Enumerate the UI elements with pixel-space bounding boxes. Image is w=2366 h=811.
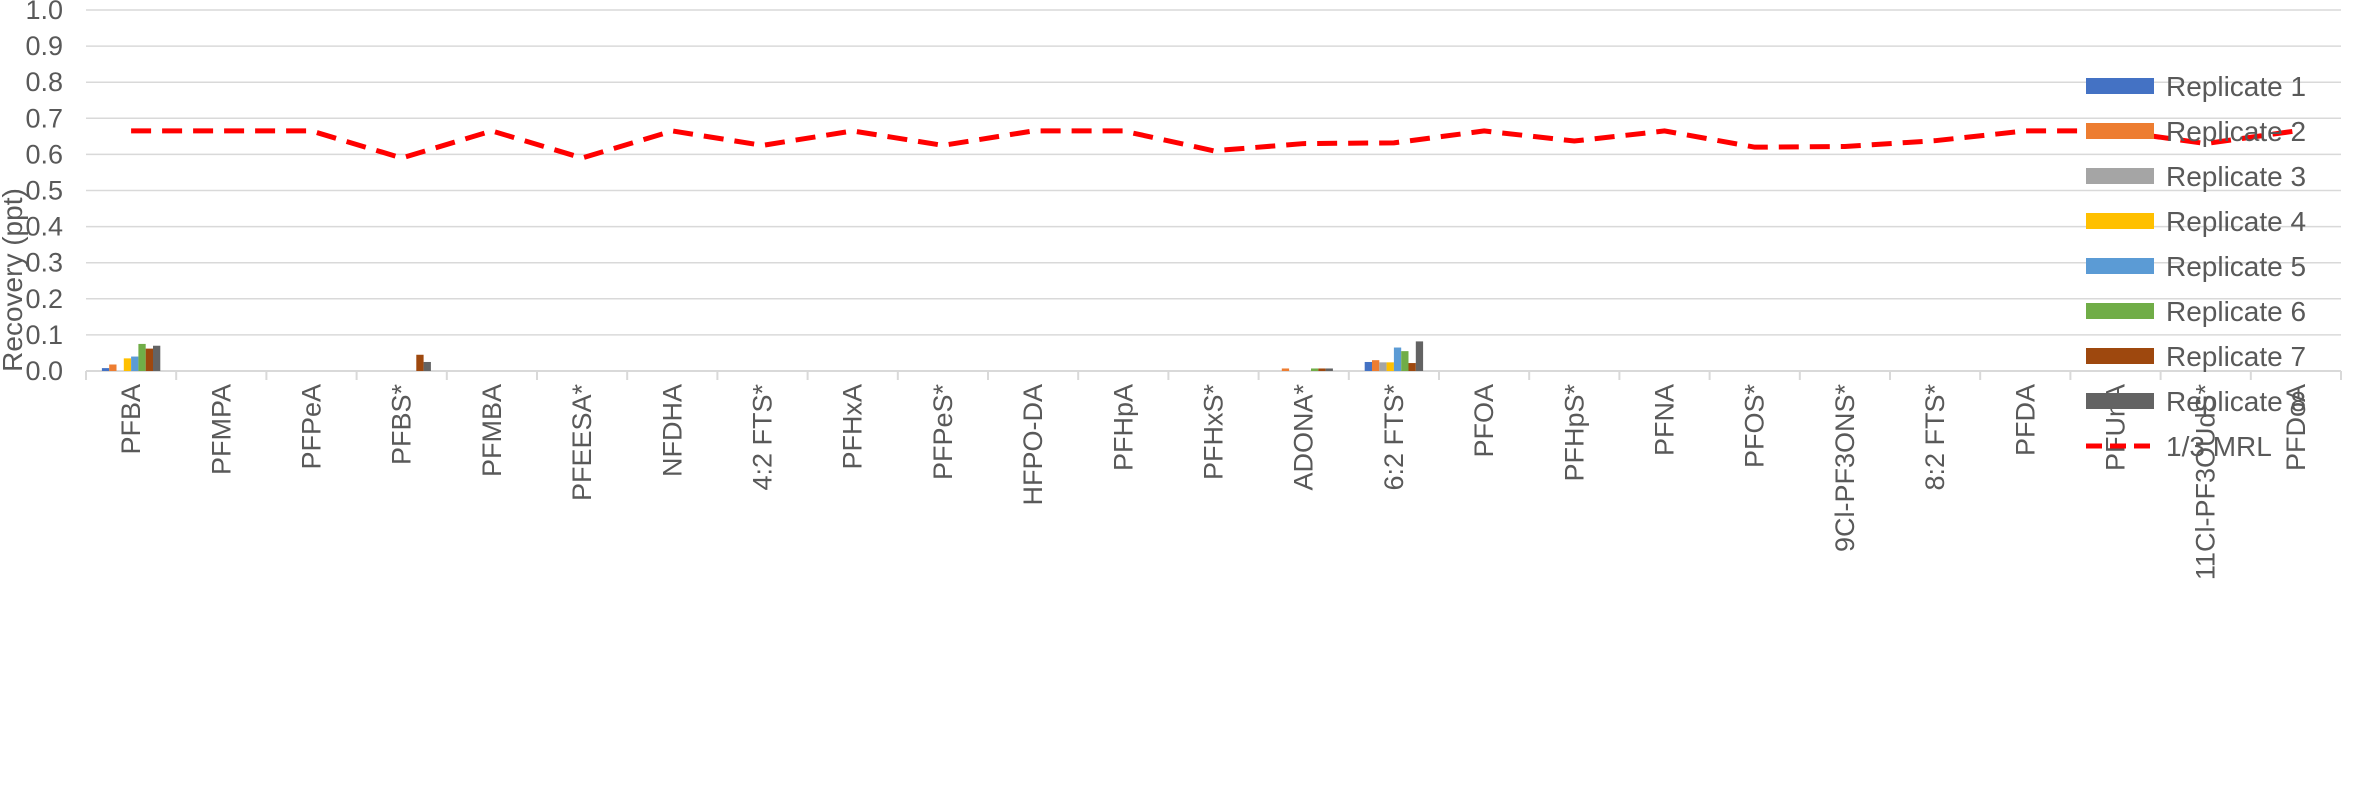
mrl-dashed-line: [131, 128, 2297, 161]
bar-series: [101, 341, 1424, 371]
legend-swatch: [2086, 303, 2154, 319]
x-category-label: PFHpA: [1108, 384, 1138, 471]
bar-replicate-2: [109, 364, 117, 371]
legend-label: Replicate 2: [2166, 116, 2306, 147]
legend-label: Replicate 6: [2166, 296, 2306, 327]
y-tick-label: 0.3: [25, 248, 63, 278]
y-tick-label: 0.2: [25, 284, 63, 314]
x-category-label: PFDA: [2010, 384, 2040, 456]
bar-replicate-4: [123, 358, 132, 371]
bar-replicate-6: [1401, 351, 1409, 371]
legend-label: Replicate 7: [2166, 341, 2306, 372]
y-tick-label: 0.6: [25, 139, 63, 169]
x-category-label: PFBA: [116, 384, 146, 455]
y-tick-label: 1.0: [25, 0, 63, 25]
x-category-label: PFMPA: [206, 384, 236, 475]
legend-swatch: [2086, 348, 2154, 364]
bar-replicate-3: [1379, 362, 1387, 371]
x-category-label: NFDHA: [657, 384, 687, 477]
x-category-label: 6:2 FTS*: [1379, 384, 1409, 491]
bar-replicate-2: [1281, 368, 1290, 371]
x-category-label: PFMBA: [477, 384, 507, 477]
legend-swatch: [2086, 393, 2154, 409]
y-tick-label: 0.1: [25, 320, 63, 350]
x-category-label: PFPeS*: [928, 384, 958, 481]
bar-replicate-4: [1386, 362, 1394, 371]
legend-label-mrl: 1/3 MRL: [2166, 431, 2272, 462]
bar-replicate-8: [153, 345, 161, 371]
x-category-label: PFHpS*: [1559, 384, 1589, 482]
bar-replicate-6: [1311, 368, 1319, 371]
legend-label: Replicate 8: [2166, 386, 2306, 417]
gridlines: [86, 9, 2341, 336]
legend-label: Replicate 3: [2166, 161, 2306, 192]
bar-replicate-1: [101, 368, 110, 371]
x-axis: [85, 370, 2342, 380]
legend-swatch: [2086, 258, 2154, 274]
x-category-label: 9Cl-PF3ONS*: [1830, 384, 1860, 553]
bar-replicate-5: [1393, 347, 1402, 371]
bar-replicate-7: [1318, 368, 1326, 371]
y-tick-label: 0.4: [25, 212, 63, 242]
x-category-label: PFEESA*: [567, 384, 597, 502]
x-category-label: 8:2 FTS*: [1920, 384, 1950, 491]
bar-replicate-8: [423, 361, 431, 371]
y-axis-tick-labels: 0.0 0.1 0.2 0.3 0.4 0.5 0.6 0.7 0.8 0.9 1.0: [25, 0, 63, 386]
y-tick-label: 0.9: [25, 31, 63, 61]
x-category-label: 4:2 FTS*: [748, 384, 778, 491]
x-category-label: PFDoA: [2281, 384, 2311, 471]
bar-replicate-2: [1372, 360, 1380, 371]
legend-swatch: [2086, 168, 2154, 184]
y-axis-title: Recovery (ppt): [0, 188, 28, 372]
legend-swatch: [2086, 213, 2154, 229]
x-category-label: PFPeA: [297, 384, 327, 470]
bar-replicate-7: [145, 348, 153, 371]
legend-swatch: [2086, 123, 2154, 139]
x-category-label: PFOS*: [1740, 384, 1770, 469]
mrl-line-series: [131, 128, 2297, 161]
bar-replicate-8: [1325, 368, 1333, 371]
x-category-label: PFBS*: [387, 384, 417, 466]
bar-replicate-1: [1364, 361, 1372, 371]
bar-replicate-5: [131, 356, 139, 371]
legend-label: Replicate 4: [2166, 206, 2306, 237]
x-category-label: HFPO-DA: [1018, 384, 1048, 506]
y-tick-label: 0.5: [25, 176, 63, 206]
bar-replicate-6: [138, 343, 146, 371]
legend: Replicate 1 Replicate 2 Replicate 3 Replica…: [2086, 71, 2306, 462]
y-tick-label: 0.0: [25, 356, 63, 386]
legend-label: Replicate 5: [2166, 251, 2306, 282]
x-category-label: PFNA: [1650, 384, 1680, 456]
bar-replicate-7: [1408, 363, 1416, 371]
x-category-label: PFHxS*: [1199, 384, 1229, 481]
legend-label: Replicate 1: [2166, 71, 2306, 102]
bar-replicate-8: [1415, 341, 1424, 371]
x-category-label: ADONA*: [1289, 384, 1319, 491]
x-category-label: 11Cl-PF3OUdS*: [2191, 384, 2221, 581]
bar-replicate-7: [416, 354, 424, 371]
x-axis-category-labels: PFBA PFMPA PFPeA PFBS* PFMBA PFEESA* NFDHA 4:2 …: [116, 384, 2311, 581]
y-tick-label: 0.8: [25, 67, 63, 97]
legend-swatch: [2086, 78, 2154, 94]
y-tick-label: 0.7: [25, 103, 63, 133]
x-category-label: PFHxA: [838, 384, 868, 470]
x-category-label: PFOA: [1469, 384, 1499, 458]
